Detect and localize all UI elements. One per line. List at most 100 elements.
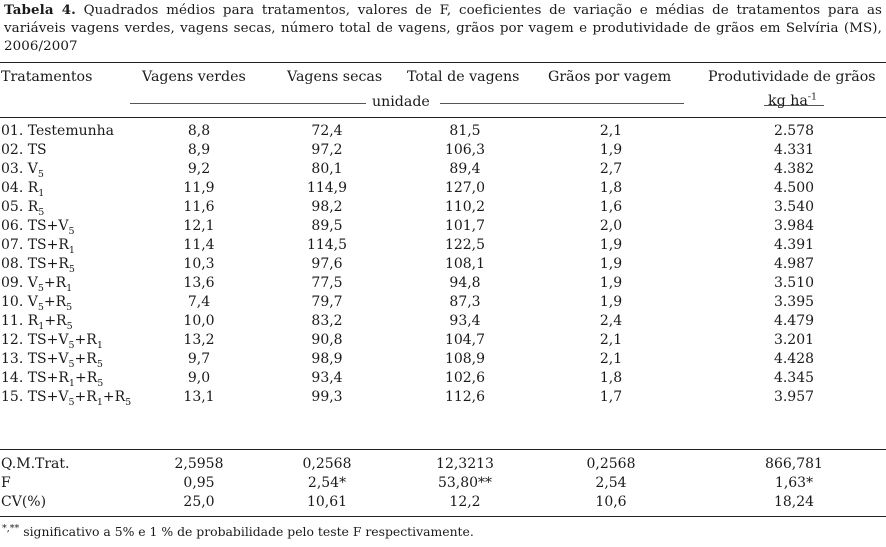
tratamento-text: 02. TS [1,142,47,158]
stats-top-rule [0,449,886,450]
table-row: 03. V5 9,2 80,1 89,4 2,7 4.382 [0,161,886,180]
tratamento-subscript: 1 [68,377,75,389]
cell-vagens-secas: 80,1 [311,161,343,177]
cell-stat-graos-vagem: 0,2568 [586,456,636,472]
table-bottom-rule [0,516,886,517]
tratamento-text: 01. Testemunha [1,123,115,139]
cell-total-vagens: 102,6 [444,370,486,386]
tratamento-subscript: 5 [68,225,75,237]
cell-total-vagens: 108,9 [444,351,486,367]
tratamento-subscript: 5 [66,301,73,313]
table-row: 11. R1+R5 10,0 83,2 93,4 2,4 4.479 [0,313,886,332]
table-row: 04. R1 11,9 114,9 127,0 1,8 4.500 [0,180,886,199]
cell-total-vagens: 127,0 [444,180,486,196]
tratamento-text: 15. TS+V [1,389,69,405]
kg-unit-exponent: -1 [807,91,818,103]
table-top-rule [0,62,886,63]
cell-stat-graos-vagem: 10,6 [595,494,627,510]
tratamento-text: +R [43,294,67,310]
table-caption: Tabela 4. Quadrados médios para tratamen… [4,1,882,56]
cell-graos-vagem: 2,4 [599,313,623,329]
tratamento-text: 03. V [1,161,38,177]
cell-vagens-secas: 83,2 [311,313,343,329]
tratamento-subscript: 5 [68,396,75,408]
tratamento-text: 08. TS+R [1,256,69,272]
tratamento-text: 09. V [1,275,38,291]
tratamento-text: 04. R [1,180,39,196]
cell-produtividade: 4.479 [773,313,815,329]
cell-stat-name: F [1,475,11,491]
cell-vagens-verdes: 9,0 [187,370,211,386]
cell-tratamento: 03. V5 [1,161,44,179]
table-row: 15. TS+V5+R1+R5 13,1 99,3 112,6 1,7 3.957 [0,389,886,408]
cell-stat-total-vagens: 12,2 [449,494,481,510]
cell-graos-vagem: 2,1 [599,351,623,367]
footnote-text: significativo a 5% e 1 % de probabilidad… [23,524,474,539]
cell-vagens-secas: 90,8 [311,332,343,348]
cell-vagens-secas: 97,6 [311,256,343,272]
tratamento-text: +R [74,332,97,348]
cell-vagens-secas: 97,2 [311,142,343,158]
cell-produtividade: 3.395 [773,294,815,310]
cell-produtividade: 3.957 [773,389,815,405]
cell-stat-produtividade: 18,24 [773,494,815,510]
cell-vagens-verdes: 10,3 [183,256,215,272]
cell-vagens-verdes: 11,6 [183,199,215,215]
cell-graos-vagem: 2,1 [599,123,623,139]
cell-tratamento: 01. Testemunha [1,123,114,139]
tratamento-subscript: 1 [66,282,73,294]
cell-total-vagens: 87,3 [449,294,481,310]
tratamento-subscript: 1 [96,339,103,351]
cell-vagens-verdes: 13,2 [183,332,215,348]
cell-graos-vagem: 1,8 [599,180,623,196]
cell-produtividade: 4.987 [773,256,815,272]
cell-vagens-verdes: 9,2 [187,161,211,177]
cell-total-vagens: 94,8 [449,275,481,291]
cell-total-vagens: 104,7 [444,332,486,348]
cell-produtividade: 4.500 [773,180,815,196]
cell-stat-produtividade: 866,781 [765,456,823,472]
cell-vagens-secas: 99,3 [311,389,343,405]
kg-unit-rule [764,105,824,106]
cell-produtividade: 4.382 [773,161,815,177]
cell-stat-total-vagens: 53,80** [437,475,493,491]
table-row: 01. Testemunha 8,8 72,4 81,5 2,1 2.578 [0,123,886,142]
cell-vagens-verdes: 11,4 [183,237,215,253]
cell-vagens-secas: 98,9 [311,351,343,367]
cell-tratamento: 05. R5 [1,199,44,217]
cell-tratamento: 11. R1+R5 [1,313,73,331]
table-row: 14. TS+R1+R5 9,0 93,4 102,6 1,8 4.345 [0,370,886,389]
cell-produtividade: 3.984 [773,218,815,234]
cell-tratamento: 06. TS+V5 [1,218,75,237]
cell-total-vagens: 101,7 [444,218,486,234]
tratamento-subscript: 1 [38,187,45,199]
cell-produtividade: 4.428 [773,351,815,367]
cell-graos-vagem: 1,9 [599,294,623,310]
tratamento-text: +R [74,351,97,367]
cell-tratamento: 13. TS+V5+R5 [1,351,103,370]
tratamento-subscript: 5 [96,358,103,370]
cell-produtividade: 3.510 [773,275,815,291]
cell-produtividade: 3.201 [773,332,815,348]
tratamento-text: 07. TS+R [1,237,69,253]
header-tratamentos: Tratamentos [1,69,93,85]
cell-vagens-verdes: 12,1 [183,218,215,234]
cell-stat-vagens-verdes: 2,5958 [174,456,224,472]
cell-total-vagens: 122,5 [444,237,486,253]
cell-stat-vagens-secas: 0,2568 [302,456,352,472]
cell-graos-vagem: 1,9 [599,275,623,291]
tratamento-text: 13. TS+V [1,351,69,367]
unit-label: unidade [372,94,430,110]
cell-stat-name: CV(%) [1,494,47,510]
tratamento-subscript: 5 [68,339,75,351]
cell-stat-total-vagens: 12,3213 [436,456,494,472]
table-footnote: *,** significativo a 5% e 1 % de probabi… [2,524,474,539]
cell-tratamento: 14. TS+R1+R5 [1,370,103,389]
cell-tratamento: 10. V5+R5 [1,294,73,313]
cell-total-vagens: 106,3 [444,142,486,158]
unit-rule-left [130,103,366,104]
tratamento-subscript: 5 [68,263,75,275]
cell-tratamento: 15. TS+V5+R1+R5 [1,389,131,408]
cell-vagens-verdes: 10,0 [183,313,215,329]
cell-produtividade: 2.578 [773,123,815,139]
